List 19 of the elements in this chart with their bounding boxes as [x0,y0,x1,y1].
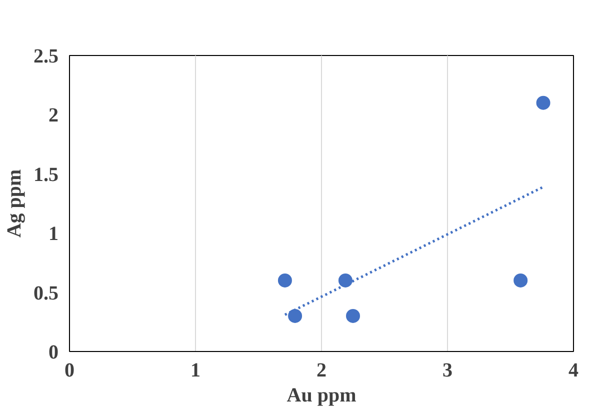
point [536,96,550,110]
y-axis-title: Ag ppm [4,168,26,238]
x-tick-label: 2 [316,360,326,382]
y-tick-label: 0 [48,342,58,364]
x-tick-label: 4 [568,360,578,382]
point [278,273,292,288]
y-tick-label: 2 [48,104,58,127]
x-tick-label: 3 [442,360,452,382]
point [514,273,528,288]
x-tick-label: 0 [64,360,74,382]
x-axis-title: Au ppm [286,384,357,406]
x-tick-label: 1 [190,360,200,382]
y-tick-label: 0.5 [34,282,58,304]
point [346,308,360,323]
y-tick-label: 1.5 [34,164,58,186]
point [338,273,352,288]
point [288,308,302,323]
y-tick-label: 1 [48,223,58,246]
y-tick-label: 2.5 [34,46,58,68]
